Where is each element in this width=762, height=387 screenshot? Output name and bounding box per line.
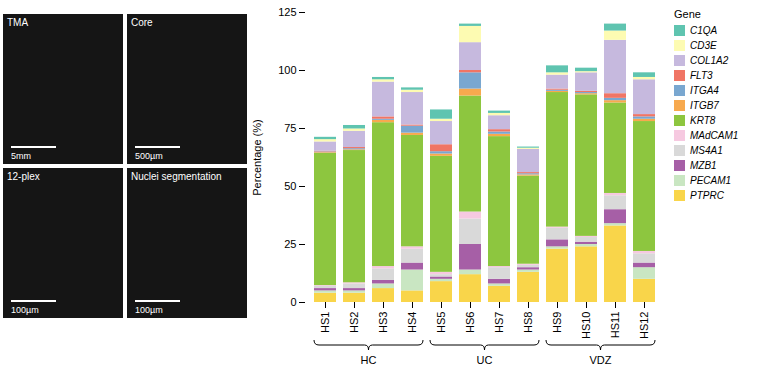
html-text:12-plex: 12-plex (7, 171, 40, 182)
svg-text:HS9: HS9 (551, 312, 563, 333)
html-text:Nuclei segmentation: Nuclei segmentation (131, 171, 222, 182)
svg-text:HS7: HS7 (493, 312, 505, 333)
html-text:C1QA: C1QA (690, 25, 718, 36)
html-text:PTPRC: PTPRC (690, 190, 724, 201)
html-text:MAdCAM1: MAdCAM1 (690, 130, 739, 141)
svg-text:UC: UC (477, 354, 493, 366)
html-text:PECAM1: PECAM1 (690, 175, 732, 186)
html-text:CD3E: CD3E (690, 40, 717, 51)
svg-text:50: 50 (284, 180, 296, 192)
html-text:Core: Core (131, 17, 153, 28)
svg-text:HS8: HS8 (522, 312, 534, 333)
html-text:500µm: 500µm (135, 151, 163, 161)
html-text:ITGB7: ITGB7 (690, 100, 719, 111)
svg-text:VDZ: VDZ (590, 354, 612, 366)
html-text:TMA: TMA (7, 17, 29, 28)
html-text:KRT8: KRT8 (690, 115, 716, 126)
svg-text:25: 25 (284, 238, 296, 250)
svg-text:0: 0 (290, 296, 296, 308)
svg-text:HS3: HS3 (377, 312, 389, 333)
html-text:MS4A1: MS4A1 (690, 145, 723, 156)
svg-text:75: 75 (284, 122, 296, 134)
svg-text:125: 125 (278, 6, 296, 18)
svg-text:HS11: HS11 (609, 312, 621, 339)
html-text:FLT3: FLT3 (690, 70, 713, 81)
html-text:100µm: 100µm (135, 305, 163, 315)
html-text:MZB1: MZB1 (690, 160, 717, 171)
html-text:COL1A2: COL1A2 (690, 55, 729, 66)
html-text:5mm: 5mm (11, 151, 31, 161)
svg-text:100: 100 (278, 64, 296, 76)
html-text:Gene: Gene (674, 8, 701, 20)
svg-text:HS4: HS4 (406, 312, 418, 333)
svg-text:Percentage (%): Percentage (%) (251, 119, 263, 195)
html-text:100µm: 100µm (11, 305, 39, 315)
svg-text:HC: HC (361, 354, 377, 366)
svg-text:HS2: HS2 (348, 312, 360, 333)
html-text:ITGA4: ITGA4 (690, 85, 719, 96)
svg-text:HS1: HS1 (319, 312, 331, 333)
svg-text:HS5: HS5 (435, 312, 447, 333)
svg-text:HS10: HS10 (580, 312, 592, 340)
svg-text:HS6: HS6 (464, 312, 476, 333)
svg-text:HS12: HS12 (638, 312, 650, 340)
